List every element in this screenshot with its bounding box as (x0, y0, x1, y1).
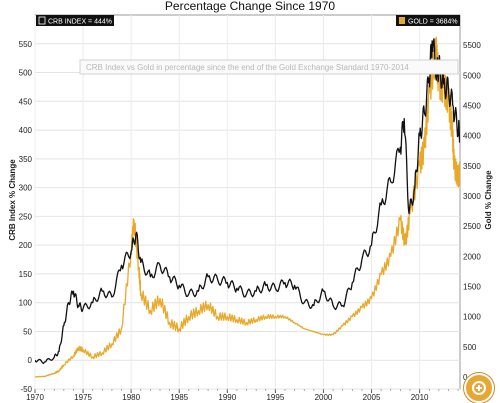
left-tick-label: 150 (19, 270, 33, 279)
right-tick-label: 5000 (463, 71, 481, 80)
x-tick-label: 1985 (170, 393, 188, 402)
right-tick-label: 3000 (463, 192, 481, 201)
right-tick-label: 2500 (463, 222, 481, 231)
right-tick-label: 4500 (463, 101, 481, 110)
left-tick-label: 550 (19, 40, 33, 49)
x-tick-label: 1980 (122, 393, 140, 402)
annotation-text: CRB Index vs Gold in percentage since th… (86, 63, 409, 72)
left-tick-label: 100 (19, 299, 33, 308)
legend-gold: GOLD = 3684% (396, 15, 460, 26)
left-tick-label: 300 (19, 184, 33, 193)
x-tick-label: 1990 (218, 393, 236, 402)
left-axis-ticks: -50 0 50 100 150 200 250 300 350 400 450 500 550 (19, 40, 33, 394)
left-tick-label: 400 (19, 126, 33, 135)
series-line-gold (35, 36, 460, 378)
right-tick-label: 1500 (463, 282, 481, 291)
left-tick-label: -50 (20, 385, 32, 394)
chart-title: Percentage Change Since 1970 (165, 0, 335, 13)
grid (34, 15, 460, 390)
right-tick-label: 2000 (463, 252, 481, 261)
right-tick-label: 4000 (463, 132, 481, 141)
x-tick-label: 2005 (363, 393, 381, 402)
legend-crb: CRB INDEX = 444% (36, 15, 114, 26)
right-tick-label: 0 (463, 373, 468, 382)
series-layer (35, 36, 460, 378)
left-tick-label: 450 (19, 97, 33, 106)
right-tick-label: 500 (463, 343, 477, 352)
zoom-button[interactable] (464, 373, 494, 403)
right-axis-label: Gold % Change (484, 170, 493, 230)
x-tick-label: 2010 (411, 393, 429, 402)
x-tick-label: 2000 (315, 393, 333, 402)
x-tick-label: 1975 (74, 393, 92, 402)
plot-area (34, 14, 461, 390)
legend-gold-label: GOLD = 3684% (408, 19, 458, 26)
x-axis-ticks: 1970 1975 1980 1985 1990 1995 2000 2005 2010 (26, 389, 459, 402)
left-tick-label: 250 (19, 212, 33, 221)
left-tick-label: 0 (28, 356, 33, 365)
legend-crb-label: CRB INDEX = 444% (48, 19, 112, 26)
right-tick-label: 5500 (463, 41, 481, 50)
left-tick-label: 500 (19, 69, 33, 78)
zoom-in-icon (472, 381, 486, 395)
series-line-crb-index (35, 38, 460, 365)
x-tick-label: 1970 (26, 393, 44, 402)
x-tick-label: 1995 (266, 393, 284, 402)
right-axis-ticks: 0 500 1000 1500 2000 2500 3000 3500 4000 4500 5000… (463, 41, 481, 382)
left-tick-label: 50 (23, 327, 32, 336)
left-tick-label: 350 (19, 155, 33, 164)
right-tick-label: 1000 (463, 313, 481, 322)
left-axis-label: CRB Index % Change (8, 159, 17, 241)
right-tick-label: 3500 (463, 162, 481, 171)
left-tick-label: 200 (19, 241, 33, 250)
annotation-box: CRB Index vs Gold in percentage since th… (79, 59, 459, 75)
